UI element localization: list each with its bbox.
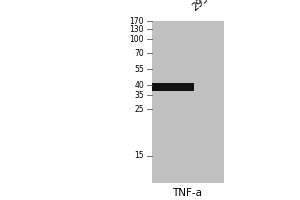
Text: 15: 15 [134,152,144,160]
Text: 55: 55 [134,64,144,73]
Bar [152,83,194,91]
Text: 100: 100 [130,34,144,44]
Text: 170: 170 [130,17,144,25]
Text: TNF-a: TNF-a [172,188,203,198]
Text: 293: 293 [190,0,212,13]
Bar [152,21,224,183]
Text: 130: 130 [130,24,144,33]
Text: 70: 70 [134,48,144,58]
Text: 40: 40 [134,81,144,90]
Text: 25: 25 [134,104,144,114]
Text: 35: 35 [134,90,144,99]
